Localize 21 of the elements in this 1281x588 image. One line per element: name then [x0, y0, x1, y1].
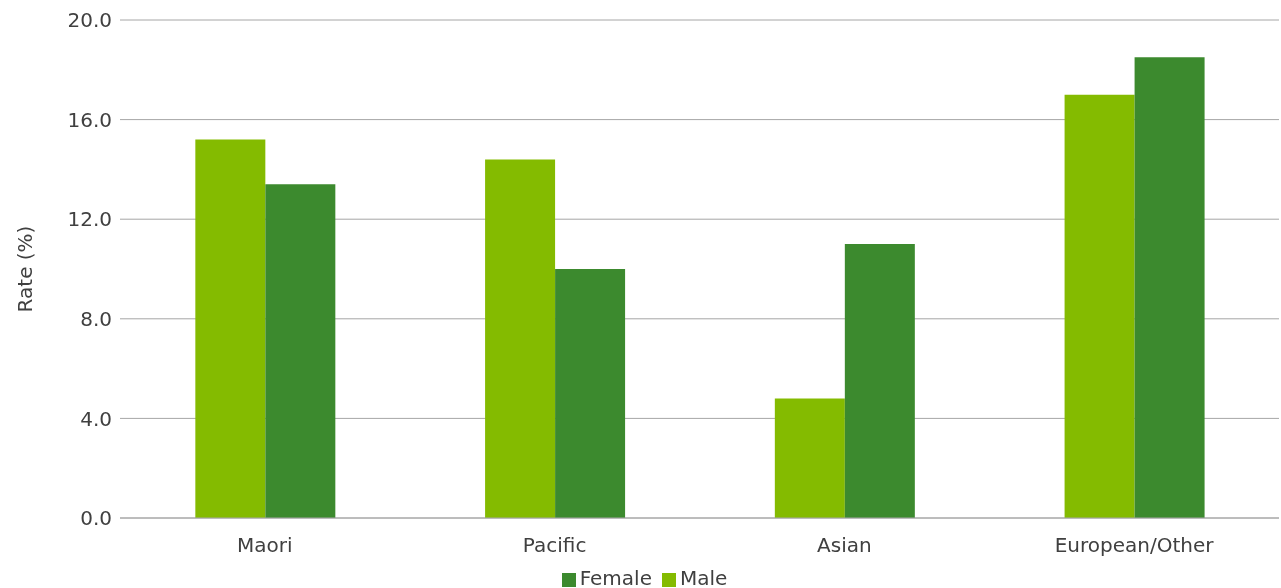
bar: [195, 139, 266, 518]
x-tick-label: Maori: [237, 533, 293, 558]
y-tick-label: 8.0: [80, 306, 112, 331]
bar: [555, 269, 626, 518]
x-tick-label: European/Other: [1054, 533, 1215, 558]
y-tick-label: 16.0: [67, 107, 112, 132]
y-axis-title: Rate (%): [13, 225, 38, 313]
y-tick-label: 20.0: [67, 8, 112, 33]
bar: [485, 159, 556, 518]
bar: [844, 244, 915, 518]
bar: [774, 398, 845, 518]
y-tick-label: 12.0: [67, 207, 112, 232]
x-tick-label: Asian: [817, 533, 872, 558]
legend-label: Female: [579, 566, 652, 588]
legend-label: Male: [679, 566, 728, 588]
y-tick-label: 0.0: [80, 506, 112, 531]
bar: [1064, 94, 1135, 518]
x-tick-label: Pacific: [522, 533, 587, 558]
y-tick-label: 4.0: [80, 406, 112, 431]
bar: [265, 184, 336, 518]
bar: [1134, 57, 1205, 518]
